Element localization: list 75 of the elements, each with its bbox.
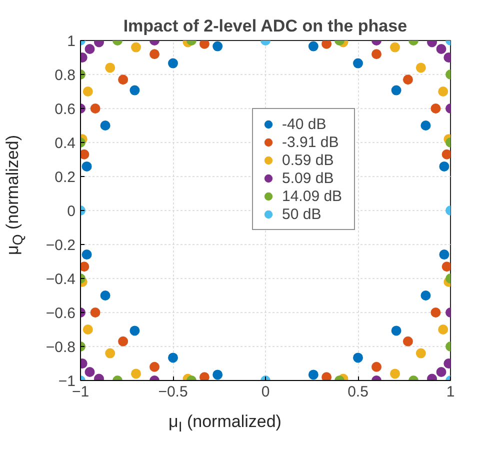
x-tick-label: 0	[261, 384, 270, 400]
point	[322, 40, 332, 49]
point	[90, 308, 100, 318]
point	[439, 161, 450, 172]
point	[308, 41, 318, 52]
legend-label: -40 dB	[282, 116, 328, 132]
y-tick-label: 0	[67, 203, 76, 220]
point	[100, 120, 110, 130]
point	[82, 86, 93, 96]
point	[150, 49, 160, 60]
point	[442, 262, 450, 272]
y-tick-label: 1	[67, 33, 76, 50]
point	[402, 336, 413, 346]
point	[390, 368, 400, 379]
point	[90, 104, 100, 114]
point	[353, 58, 363, 68]
y-tick-label: −1	[58, 373, 76, 390]
point	[420, 290, 431, 300]
point	[82, 250, 92, 260]
legend-label: 50 dB	[282, 206, 322, 222]
point	[416, 348, 426, 358]
y-tick-label: 0.8	[54, 67, 76, 84]
point	[420, 120, 431, 130]
legend-label: -3.91 dB	[282, 134, 340, 150]
point	[82, 324, 93, 334]
point	[168, 58, 178, 68]
point	[105, 62, 116, 73]
y-tick-label: −0.4	[46, 271, 76, 288]
legend-label: 14.09 dB	[282, 188, 344, 204]
point	[430, 104, 441, 114]
point	[416, 62, 426, 73]
point	[199, 372, 210, 380]
point	[391, 326, 402, 336]
point	[199, 40, 210, 49]
chart-title: Impact of 2-level ADC on the phase	[123, 16, 408, 36]
point	[131, 42, 141, 52]
point	[131, 368, 141, 379]
x-tick-label: 1	[446, 384, 455, 400]
point	[212, 370, 223, 380]
point	[130, 85, 140, 96]
point	[430, 308, 441, 318]
legend-label: 5.09 dB	[282, 170, 335, 186]
point	[105, 348, 116, 358]
x-tick-label: 0.5	[348, 384, 368, 400]
y-tick-label: −0.6	[46, 305, 76, 322]
legend-label: 0.59 dB	[282, 152, 335, 168]
point	[212, 41, 223, 52]
point	[438, 324, 448, 334]
point	[402, 74, 413, 85]
point	[80, 149, 90, 160]
point	[150, 362, 160, 372]
point	[372, 49, 382, 60]
point	[439, 250, 450, 260]
point	[118, 74, 128, 85]
point	[322, 372, 332, 380]
point	[390, 42, 400, 52]
point	[100, 290, 110, 300]
point	[168, 352, 178, 363]
point	[80, 262, 90, 272]
point	[308, 370, 318, 380]
point	[130, 326, 140, 336]
x-axis-title: μ$_{I}$ (normalized)	[168, 411, 282, 438]
point	[118, 336, 128, 346]
point	[82, 161, 92, 172]
x-tick-label: −0.5	[158, 384, 188, 400]
point	[372, 362, 382, 372]
point	[438, 86, 448, 96]
y-tick-label: 0.2	[54, 169, 76, 186]
y-tick-label: 0.4	[54, 135, 76, 152]
point	[391, 85, 402, 96]
y-tick-label: −0.2	[46, 237, 76, 254]
y-tick-label: −0.8	[46, 339, 76, 356]
point	[353, 352, 363, 363]
point	[442, 149, 450, 160]
y-tick-label: 0.6	[54, 101, 76, 118]
